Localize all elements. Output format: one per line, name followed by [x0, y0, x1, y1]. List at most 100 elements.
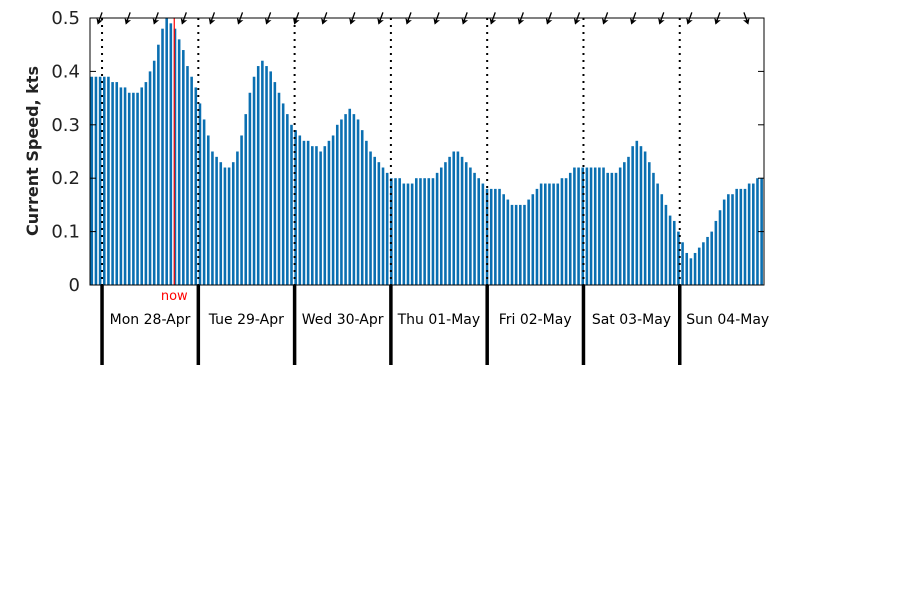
speed-bar: [360, 130, 364, 285]
speed-bar: [127, 92, 131, 285]
direction-arrow-icon: [292, 12, 300, 25]
speed-bar: [132, 92, 135, 285]
speed-bar: [327, 140, 331, 285]
speed-bar: [90, 76, 94, 286]
speed-bar: [519, 204, 522, 285]
speed-bar: [136, 92, 139, 285]
direction-arrow-icon: [601, 12, 609, 25]
speed-bar: [123, 87, 127, 285]
speed-bar: [261, 60, 264, 285]
speed-bar: [456, 151, 460, 285]
speed-bar: [464, 162, 468, 285]
speed-bar: [535, 188, 539, 285]
direction-arrow-icon: [208, 12, 216, 25]
speed-bar: [186, 66, 189, 285]
speed-bar: [502, 194, 505, 285]
speed-bar: [668, 215, 672, 285]
speed-bar: [697, 247, 701, 285]
direction-arrow-icon: [743, 12, 750, 25]
speed-bar: [477, 178, 481, 285]
speed-bar: [481, 183, 485, 285]
speed-bar: [352, 114, 356, 286]
direction-arrow-icon: [264, 12, 272, 25]
speed-bar: [111, 82, 114, 285]
direction-arrow-icon: [433, 12, 440, 25]
direction-arrow-icon: [405, 12, 412, 25]
speed-bar: [556, 183, 560, 285]
y-tick-label: 0.3: [51, 115, 80, 136]
speed-bar: [402, 183, 406, 285]
speed-bar: [627, 156, 630, 285]
speed-bar: [415, 178, 418, 285]
speed-bar: [706, 236, 709, 285]
speed-bar: [273, 82, 277, 285]
speed-bar: [489, 188, 493, 285]
direction-arrow-icon: [714, 12, 721, 25]
speed-bar: [340, 119, 343, 286]
speed-bar: [735, 188, 738, 285]
direction-arrow-icon: [545, 12, 553, 25]
speed-bar: [94, 76, 98, 286]
speed-bar: [577, 167, 580, 285]
speed-bar: [219, 162, 223, 285]
speed-bar: [727, 194, 730, 285]
y-tick-label: 0.4: [51, 61, 80, 82]
speed-bar: [435, 172, 439, 285]
speed-bar: [406, 183, 410, 285]
speed-bar: [140, 87, 144, 285]
speed-bar: [702, 242, 705, 285]
speed-bar: [639, 146, 643, 285]
speed-bar: [206, 135, 210, 285]
speed-bar: [473, 172, 476, 285]
speed-bar: [731, 194, 734, 285]
speed-bar: [319, 151, 322, 285]
speed-bar: [610, 172, 614, 285]
speed-bar: [593, 167, 597, 285]
speed-bar: [306, 140, 310, 285]
speed-bar: [693, 252, 697, 285]
speed-bar: [714, 220, 718, 285]
speed-bar: [664, 204, 668, 285]
speed-bar: [410, 183, 414, 285]
speed-bar: [348, 108, 352, 285]
speed-bar: [311, 146, 314, 285]
speed-bar: [394, 178, 397, 285]
direction-arrow-icon: [180, 12, 188, 25]
speed-bar: [98, 76, 102, 286]
y-axis: 0 0.1 0.2 0.3 0.4 0.5: [51, 8, 764, 296]
speed-bar: [223, 167, 227, 285]
speed-bar: [423, 178, 426, 285]
speed-bar: [448, 156, 451, 285]
speed-bar: [161, 28, 164, 286]
direction-arrow-icon: [96, 12, 103, 25]
speed-bar: [115, 82, 119, 285]
speed-bar: [568, 172, 572, 285]
speed-bar: [564, 178, 568, 285]
speed-bar: [581, 167, 585, 285]
speed-bar: [685, 252, 689, 285]
speed-bar: [256, 66, 260, 285]
speed-bar: [656, 183, 659, 285]
day-label: Wed 30-Apr: [302, 312, 384, 328]
speed-bar: [373, 156, 376, 285]
speed-bar: [248, 92, 252, 285]
direction-arrow-icon: [686, 12, 693, 25]
speed-bar: [710, 231, 713, 285]
speed-bar: [215, 156, 218, 285]
speed-bar: [381, 167, 385, 285]
speed-bar: [198, 103, 202, 285]
speed-bar: [510, 204, 514, 285]
direction-arrow-icon: [658, 12, 665, 25]
speed-bar: [439, 167, 443, 285]
speed-bar: [244, 114, 248, 286]
speed-bar: [431, 178, 435, 285]
speed-bar: [756, 178, 759, 285]
speed-bar: [107, 76, 110, 286]
direction-arrow-icon: [377, 12, 384, 25]
speed-bar: [148, 71, 152, 286]
speed-bar: [227, 167, 231, 285]
direction-arrow-icon: [236, 12, 244, 25]
speed-bar: [190, 76, 193, 286]
speed-bar: [494, 188, 497, 285]
